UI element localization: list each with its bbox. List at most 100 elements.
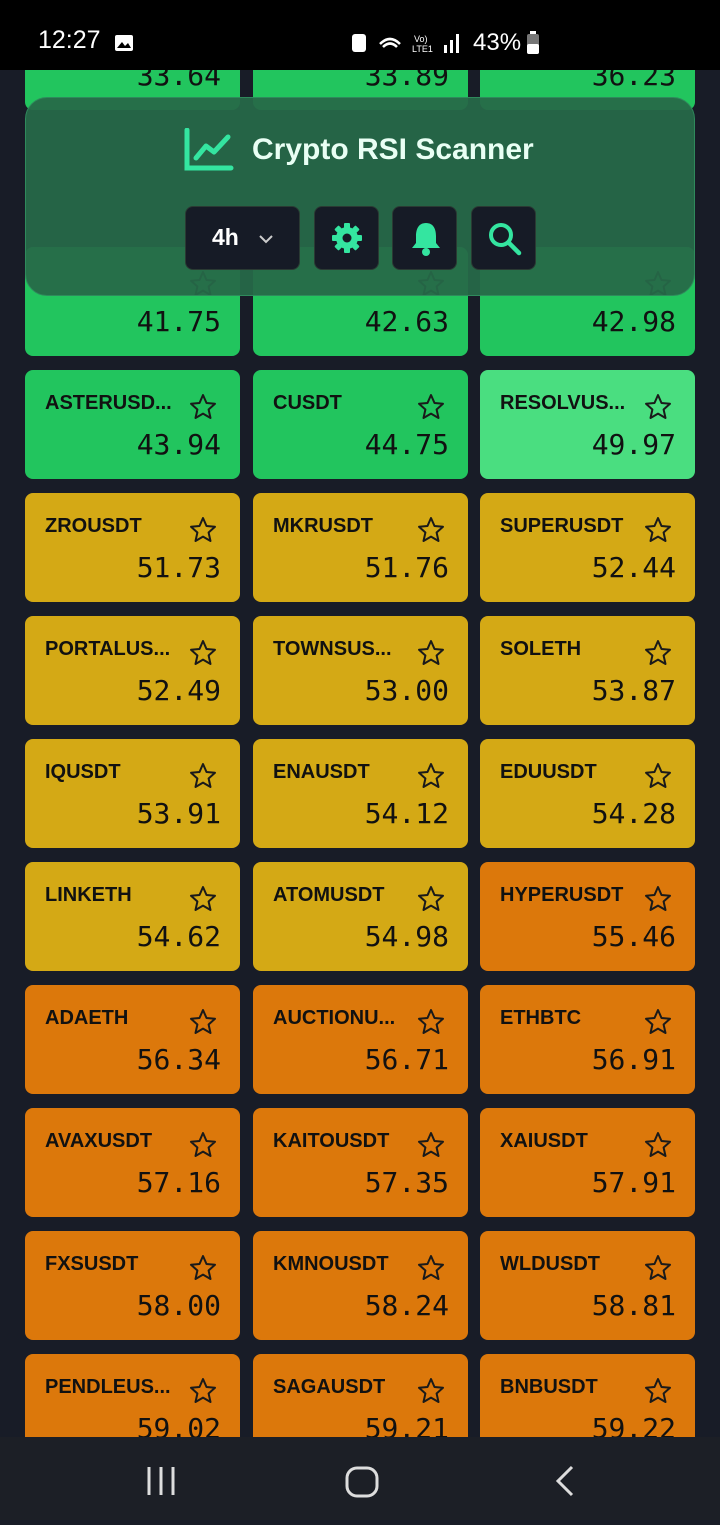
bell-icon xyxy=(412,223,440,256)
coin-card[interactable]: SAGAUSDT 59.21 xyxy=(253,1354,468,1437)
coin-card[interactable]: TOWNSUS... 53.00 xyxy=(253,616,468,725)
coin-card[interactable]: CUSDT 44.75 xyxy=(253,370,468,479)
coin-card[interactable]: RESOLVUS... 49.97 xyxy=(480,370,695,479)
favorite-star[interactable] xyxy=(188,638,218,673)
symbol: ADAETH xyxy=(45,1007,129,1029)
favorite-star[interactable] xyxy=(416,761,446,796)
rsi-value: 42.63 xyxy=(364,305,449,338)
favorite-star[interactable] xyxy=(643,1130,673,1165)
rsi-value: 44.75 xyxy=(364,428,449,461)
coin-card[interactable]: ENAUSDT 54.12 xyxy=(253,739,468,848)
rsi-value: 56.71 xyxy=(364,1043,449,1076)
coin-card[interactable]: HYPERUSDT 55.46 xyxy=(480,862,695,971)
coin-card[interactable]: ZROUSDT 51.73 xyxy=(25,493,240,602)
coin-card[interactable]: XAIUSDT 57.91 xyxy=(480,1108,695,1217)
coin-card[interactable]: LINKETH 54.62 xyxy=(25,862,240,971)
favorite-star[interactable] xyxy=(643,761,673,796)
rsi-value: 57.16 xyxy=(136,1166,221,1199)
symbol: PORTALUS... xyxy=(45,638,171,660)
rsi-value: 52.44 xyxy=(591,551,676,584)
rsi-value: 42.98 xyxy=(591,305,676,338)
favorite-star[interactable] xyxy=(188,884,218,919)
svg-text:LTE1: LTE1 xyxy=(412,44,433,54)
favorite-star[interactable] xyxy=(643,515,673,550)
favorite-star[interactable] xyxy=(188,1007,218,1042)
coin-card[interactable]: ETHBTC 56.91 xyxy=(480,985,695,1094)
symbol: HYPERUSDT xyxy=(500,884,624,906)
coin-card[interactable]: IQUSDT 53.91 xyxy=(25,739,240,848)
coin-card[interactable]: PORTALUS... 52.49 xyxy=(25,616,240,725)
settings-button[interactable] xyxy=(314,206,379,270)
favorite-star[interactable] xyxy=(643,884,673,919)
favorite-star[interactable] xyxy=(416,1376,446,1411)
timeframe-dropdown[interactable]: 4h xyxy=(185,206,300,270)
favorite-star[interactable] xyxy=(643,1376,673,1411)
coin-card[interactable]: KAITOUSDT 57.35 xyxy=(253,1108,468,1217)
rsi-value: 33.64 xyxy=(136,70,221,92)
rsi-value: 57.35 xyxy=(364,1166,449,1199)
favorite-star[interactable] xyxy=(643,638,673,673)
timeframe: 4h xyxy=(212,224,239,250)
coin-card[interactable]: EDUUSDT 54.28 xyxy=(480,739,695,848)
favorite-star[interactable] xyxy=(188,1130,218,1165)
coin-card[interactable]: SOLETH 53.87 xyxy=(480,616,695,725)
coin-card[interactable]: KMNOUSDT 58.24 xyxy=(253,1231,468,1340)
search-button[interactable] xyxy=(471,206,536,270)
symbol: AUCTIONU... xyxy=(273,1007,396,1029)
coin-card[interactable]: FXSUSDT 58.00 xyxy=(25,1231,240,1340)
symbol: ZROUSDT xyxy=(45,515,142,537)
favorite-star[interactable] xyxy=(416,515,446,550)
alerts-button[interactable] xyxy=(392,206,457,270)
battery-level: 43% xyxy=(473,29,522,56)
coin-card[interactable]: AUCTIONU... 56.71 xyxy=(253,985,468,1094)
favorite-star[interactable] xyxy=(188,761,218,796)
symbol: AVAXUSDT xyxy=(45,1130,153,1152)
rsi-value: 54.62 xyxy=(136,920,221,953)
symbol: PENDLEUS... xyxy=(45,1376,171,1398)
favorite-star[interactable] xyxy=(416,1007,446,1042)
favorite-star[interactable] xyxy=(416,1253,446,1288)
favorite-star[interactable] xyxy=(643,1253,673,1288)
coin-card[interactable]: SUPERUSDT 52.44 xyxy=(480,493,695,602)
symbol: KAITOUSDT xyxy=(273,1130,390,1152)
symbol: EDUUSDT xyxy=(500,761,597,783)
favorite-star[interactable] xyxy=(188,515,218,550)
gallery-icon xyxy=(115,35,133,51)
rsi-value: 59.22 xyxy=(591,1412,676,1437)
rsi-value: 41.75 xyxy=(136,305,221,338)
time: 12:27 xyxy=(38,26,101,54)
favorite-star[interactable] xyxy=(188,392,218,427)
favorite-star[interactable] xyxy=(416,884,446,919)
symbol: ETHBTC xyxy=(500,1007,582,1029)
symbol: KMNOUSDT xyxy=(273,1253,389,1275)
scroll-content: 33.64 33.89 36.23 41.75 42.63 42.98 ASTERUSD..… xyxy=(0,70,720,1437)
rsi-value: 53.87 xyxy=(591,674,676,707)
coin-card[interactable]: ADAETH 56.34 xyxy=(25,985,240,1094)
coin-card[interactable]: MKRUSDT 51.76 xyxy=(253,493,468,602)
symbol: SUPERUSDT xyxy=(500,515,624,537)
coin-card[interactable]: AVAXUSDT 57.16 xyxy=(25,1108,240,1217)
symbol: MKRUSDT xyxy=(273,515,373,537)
rsi-value: 59.02 xyxy=(136,1412,221,1437)
symbol: TOWNSUS... xyxy=(273,638,392,660)
rsi-value: 55.46 xyxy=(591,920,676,953)
symbol: SOLETH xyxy=(500,638,582,660)
coin-card[interactable]: PENDLEUS... 59.02 xyxy=(25,1354,240,1437)
coin-card[interactable]: ATOMUSDT 54.98 xyxy=(253,862,468,971)
favorite-star[interactable] xyxy=(188,1376,218,1411)
status-icons: Vo)LTE1 xyxy=(352,34,459,54)
favorite-star[interactable] xyxy=(188,1253,218,1288)
rsi-value: 36.23 xyxy=(591,70,676,92)
chevron xyxy=(259,235,273,244)
favorite-star[interactable] xyxy=(643,392,673,427)
coin-card[interactable]: BNBUSDT 59.22 xyxy=(480,1354,695,1437)
favorite-star[interactable] xyxy=(416,392,446,427)
symbol: IQUSDT xyxy=(45,761,121,783)
favorite-star[interactable] xyxy=(416,638,446,673)
favorite-star[interactable] xyxy=(416,1130,446,1165)
rsi-value: 54.28 xyxy=(591,797,676,830)
rsi-value: 56.91 xyxy=(591,1043,676,1076)
coin-card[interactable]: WLDUSDT 58.81 xyxy=(480,1231,695,1340)
coin-card[interactable]: ASTERUSD... 43.94 xyxy=(25,370,240,479)
favorite-star[interactable] xyxy=(643,1007,673,1042)
